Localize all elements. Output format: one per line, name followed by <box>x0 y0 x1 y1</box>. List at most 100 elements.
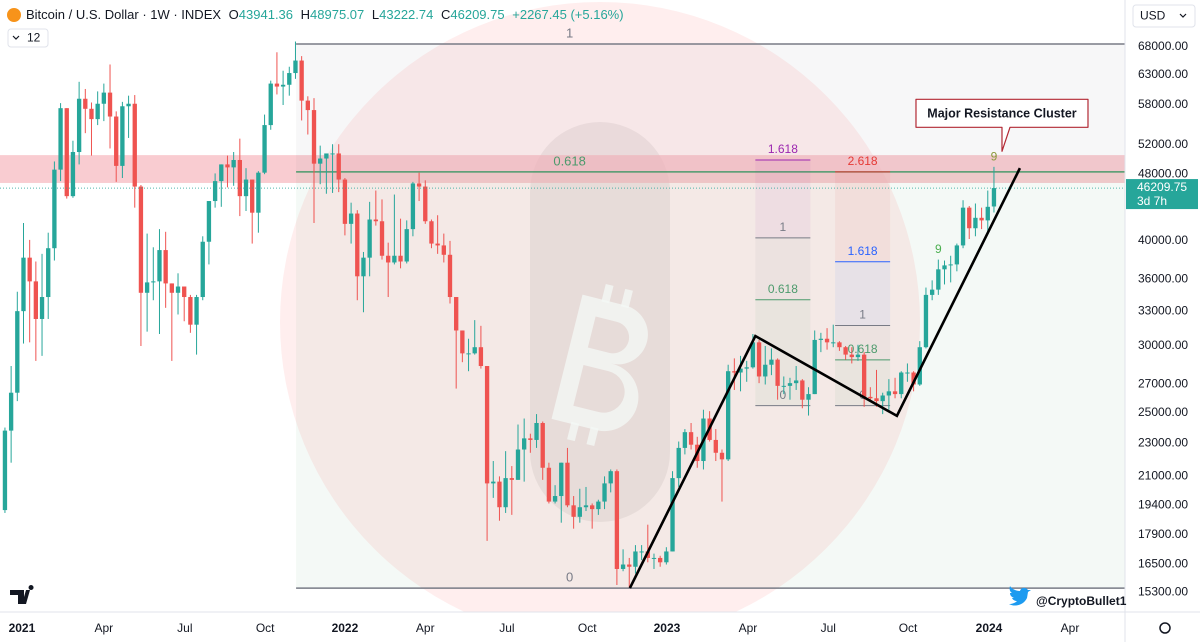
candle-body <box>101 92 107 104</box>
indicator-toggle[interactable] <box>7 28 49 48</box>
td-count: 9 <box>935 242 942 256</box>
candle-body <box>392 255 397 263</box>
candle-body <box>559 462 564 497</box>
currency-select[interactable] <box>1132 4 1196 28</box>
y-tick-label: 48000.00 <box>1138 166 1188 180</box>
y-tick-label: 23000.00 <box>1138 435 1188 449</box>
candle-body <box>905 372 910 374</box>
y-tick-label: 68000.00 <box>1138 39 1188 53</box>
interval-count: 12 <box>27 31 41 45</box>
candle-body <box>763 364 768 377</box>
low-label: L <box>372 7 379 22</box>
candle-body <box>756 342 762 377</box>
candle-body <box>738 368 743 373</box>
candle-body <box>682 432 688 448</box>
candle-body <box>398 255 403 262</box>
candle-body <box>651 557 657 559</box>
candle-body <box>355 213 360 277</box>
high-label: H <box>301 7 310 22</box>
candle-body <box>509 478 514 480</box>
y-tick-label: 17900.00 <box>1138 527 1188 541</box>
candle-body <box>868 396 873 399</box>
candle-body <box>472 347 477 354</box>
candle-body <box>188 297 193 325</box>
candle-body <box>806 394 811 400</box>
candle-body <box>416 183 422 187</box>
candle-body <box>95 103 100 120</box>
y-tick-label: 40000.00 <box>1138 233 1188 247</box>
time-axis-bg <box>0 612 1200 642</box>
candle-body <box>824 338 830 343</box>
x-tick-label: Apr <box>416 621 435 635</box>
candle-body <box>750 342 756 368</box>
candle-body <box>812 339 817 395</box>
candle-body <box>8 392 14 431</box>
candle-body <box>163 250 168 284</box>
fib-label: 1 <box>780 220 787 234</box>
candle-body <box>787 383 793 386</box>
candle-body <box>39 297 45 319</box>
candle-body <box>614 471 620 569</box>
chevron <box>12 35 20 40</box>
candle-body <box>423 186 428 222</box>
candle-body <box>793 380 799 384</box>
settings-icon[interactable] <box>1159 622 1171 634</box>
candle-body <box>719 452 725 460</box>
candle-body <box>837 342 842 348</box>
candle-body <box>781 385 786 387</box>
candle-body <box>138 186 144 293</box>
candle-body <box>639 551 644 553</box>
last-price-tag <box>1126 179 1198 210</box>
x-tick-label: Oct <box>256 621 275 635</box>
watermark-handle: @CryptoBullet1 <box>1036 594 1127 608</box>
fib-label: 1 <box>859 308 866 322</box>
candle-body <box>225 164 230 168</box>
candle-body <box>318 158 323 164</box>
y-tick-label: 19400.00 <box>1138 498 1188 512</box>
candle-body <box>874 398 879 402</box>
x-tick-label: Jul <box>821 621 836 635</box>
candle-body <box>447 254 453 298</box>
candle-body <box>268 83 273 126</box>
candle-body <box>454 297 459 331</box>
candle-body <box>70 152 76 197</box>
candle-body <box>855 354 861 358</box>
candle-body <box>182 286 187 298</box>
candle-body <box>386 255 391 263</box>
resistance-zone <box>0 155 1125 183</box>
candle-body <box>64 108 69 197</box>
candle-body <box>590 505 595 510</box>
open-value: 43941.36 <box>239 7 293 22</box>
candle-body <box>515 449 521 480</box>
close-label: C <box>441 7 450 22</box>
fib-label: 1.618 <box>768 142 798 156</box>
candle-body <box>658 557 663 563</box>
plot-area: 10.61801.61810.61802.6181.61810.618099Ma… <box>0 25 1125 589</box>
candle-body <box>144 282 150 293</box>
candle-body <box>299 60 304 101</box>
last-price-label: 46209.75 <box>1137 180 1187 194</box>
candle-body <box>466 353 471 355</box>
x-tick-label: 2021 <box>9 621 36 635</box>
candle-body <box>967 207 972 229</box>
high-value: 48975.07 <box>310 7 364 22</box>
candle-body <box>330 153 335 155</box>
fib-band <box>835 261 891 326</box>
candle-body <box>175 286 181 293</box>
open-label: O <box>229 7 239 22</box>
candle-body <box>441 245 446 255</box>
candle-body <box>367 219 372 258</box>
change: +2267.45 (+5.16%) <box>512 7 623 22</box>
candle-body <box>379 221 385 256</box>
candle-body <box>478 347 484 367</box>
currency: USD <box>1140 9 1166 23</box>
low-value: 43222.74 <box>379 7 433 22</box>
watermark-logo <box>551 283 648 447</box>
y-tick-label: 27000.00 <box>1138 377 1188 391</box>
candle-body <box>552 496 558 502</box>
candle-body <box>206 201 212 242</box>
candle-body <box>620 564 626 569</box>
header: Bitcoin / U.S. Dollar · 1W · INDEX O4394… <box>26 7 624 22</box>
callout-text: Major Resistance Cluster <box>927 107 1076 121</box>
candle-body <box>52 169 57 249</box>
